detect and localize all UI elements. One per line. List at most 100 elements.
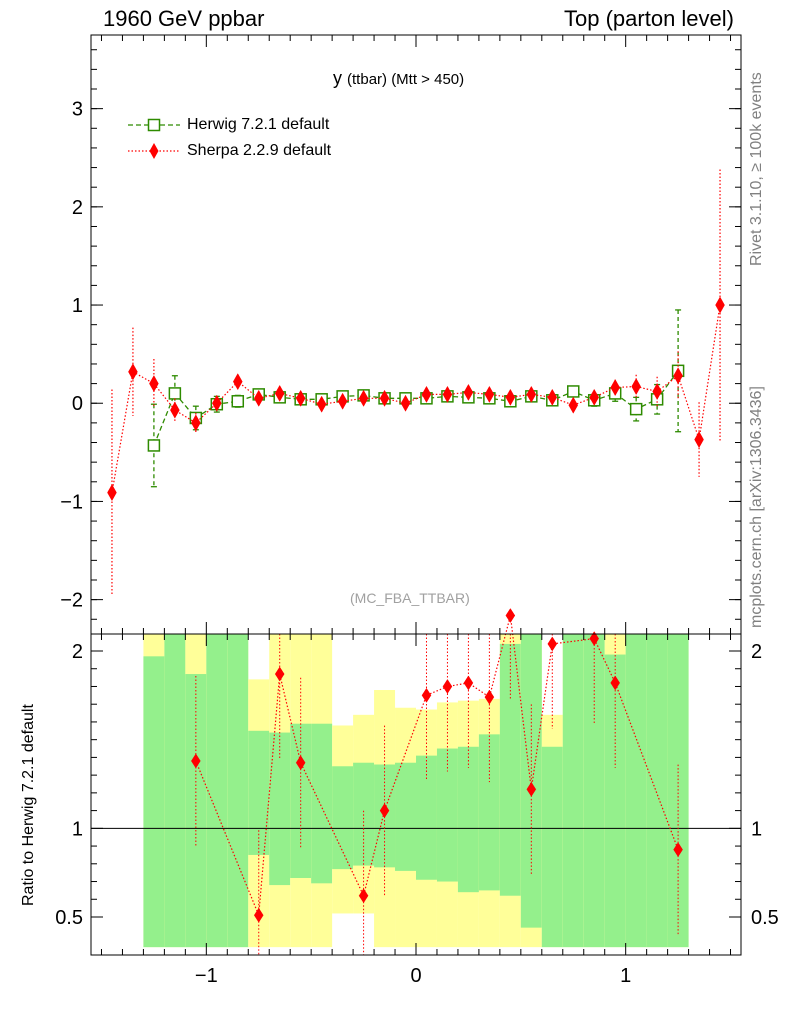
ratio-bands — [143, 634, 689, 948]
plot-title-main: y — [333, 68, 342, 88]
herwig-marker — [629, 402, 643, 416]
header-process-label: Top (parton level) — [564, 6, 734, 31]
legend-label-sherpa: Sherpa 2.2.9 default — [187, 142, 332, 159]
sherpa-marker — [232, 373, 243, 391]
sherpa-marker — [694, 431, 704, 449]
ratio-series-sherpa — [191, 608, 683, 955]
ratio-sherpa-marker — [253, 907, 264, 923]
legend-marker-sherpa — [149, 143, 159, 159]
ratio-band-inner — [416, 755, 437, 880]
ratio-ytick-label-left: 0.5 — [55, 907, 83, 929]
sherpa-marker — [316, 395, 327, 413]
ratio-sherpa-marker — [484, 689, 495, 705]
ratio-sherpa-marker — [379, 803, 390, 819]
sherpa-marker — [568, 396, 579, 414]
ratio-sherpa-marker — [547, 636, 558, 652]
sherpa-marker — [358, 389, 369, 407]
ratio-band-inner — [562, 634, 584, 948]
legend — [128, 118, 180, 159]
main-ytick-label: 0 — [72, 393, 83, 415]
plot-title-sub: (ttbar) (Mtt > 450) — [347, 71, 465, 88]
ratio-y-axis-label: Ratio to Herwig 7.2.1 default — [20, 704, 37, 906]
ratio-band-inner — [353, 762, 375, 866]
herwig-marker — [231, 395, 245, 408]
sherpa-marker — [442, 385, 453, 403]
sherpa-marker — [652, 382, 662, 400]
ratio-band-inner — [164, 634, 186, 948]
main-ytick-label: 3 — [72, 99, 83, 121]
ratio-band-inner — [206, 634, 228, 948]
ratio-band-inner — [457, 746, 479, 893]
plot-title: y (ttbar) (Mtt > 450) — [333, 68, 464, 89]
ratio-band-inner — [520, 634, 542, 928]
sherpa-marker — [337, 392, 348, 410]
ratio-sherpa-marker — [463, 675, 474, 691]
mcplots-credit-label: mcplots.cern.ch [arXiv:1306.3436] — [748, 386, 765, 628]
ratio-ytick-label-left: 1 — [72, 818, 83, 840]
ratio-band-inner — [185, 674, 207, 948]
sherpa-marker — [505, 388, 516, 406]
sherpa-marker — [170, 401, 180, 419]
ratio-band-inner — [248, 730, 270, 855]
ratio-ytick-label-left: 2 — [72, 641, 83, 663]
ratio-sherpa-marker — [274, 666, 285, 682]
ratio-band-inner — [227, 634, 249, 948]
ratio-sherpa-marker — [505, 608, 516, 623]
ratio-band-inner — [395, 762, 416, 871]
ratio-band-inner — [604, 654, 626, 948]
main-ytick-label: −2 — [60, 590, 83, 612]
ratio-sherpa-marker — [421, 687, 432, 703]
ratio-sherpa-marker — [589, 631, 600, 647]
herwig-line — [153, 370, 679, 446]
sherpa-marker — [526, 385, 537, 403]
header-collision-label: 1960 GeV ppbar — [103, 6, 265, 31]
ratio-ytick-label-right: 1 — [751, 818, 762, 840]
main-ytick-label: 2 — [72, 197, 83, 219]
xtick-label: 1 — [620, 965, 631, 987]
x-ticks: −1 0 1 — [100, 35, 732, 987]
herwig-marker — [168, 387, 182, 400]
sherpa-marker — [149, 375, 159, 393]
ratio-sherpa-marker — [673, 842, 683, 858]
ratio-band-inner — [499, 643, 521, 896]
ratio-band-inner — [478, 734, 500, 891]
ratio-y-ticks: 0.5 0.5 1 1 2 2 — [55, 641, 779, 929]
sherpa-marker — [610, 379, 620, 397]
sherpa-marker — [673, 367, 683, 385]
rivet-version-label: Rivet 3.1.10, ≥ 100k events — [748, 72, 765, 266]
sherpa-marker — [463, 383, 474, 401]
sherpa-marker — [715, 296, 725, 314]
sherpa-marker — [191, 414, 201, 432]
main-y-ticks: −2 −1 0 1 2 3 — [60, 49, 741, 620]
ratio-band-inner — [143, 656, 165, 948]
ratio-band-inner — [436, 748, 458, 882]
herwig-marker — [567, 385, 580, 398]
sherpa-marker — [589, 388, 600, 406]
sherpa-line — [111, 304, 721, 493]
sherpa-marker — [107, 484, 117, 502]
ratio-band-inner — [625, 634, 647, 948]
legend-marker-herwig — [147, 118, 161, 132]
sherpa-marker — [212, 394, 222, 412]
xtick-label: −1 — [195, 965, 218, 987]
ratio-sherpa-marker — [610, 675, 620, 691]
xtick-label: 0 — [410, 965, 421, 987]
ratio-band-inner — [541, 746, 563, 948]
sherpa-marker — [631, 378, 641, 396]
ratio-ytick-label-right: 0.5 — [751, 907, 779, 929]
sherpa-marker — [547, 388, 558, 406]
ratio-sherpa-marker — [526, 781, 537, 797]
ratio-band-inner — [269, 732, 291, 886]
ratio-band-inner — [311, 723, 333, 884]
ratio-band-inner — [646, 634, 668, 948]
ratio-sherpa-marker — [191, 753, 201, 769]
sherpa-marker — [379, 389, 390, 407]
sherpa-marker — [274, 384, 285, 402]
sherpa-marker — [484, 385, 495, 403]
sherpa-marker — [128, 363, 138, 381]
legend-label-herwig: Herwig 7.2.1 default — [187, 116, 330, 133]
ratio-band-inner — [332, 766, 354, 870]
sherpa-marker — [421, 385, 432, 403]
